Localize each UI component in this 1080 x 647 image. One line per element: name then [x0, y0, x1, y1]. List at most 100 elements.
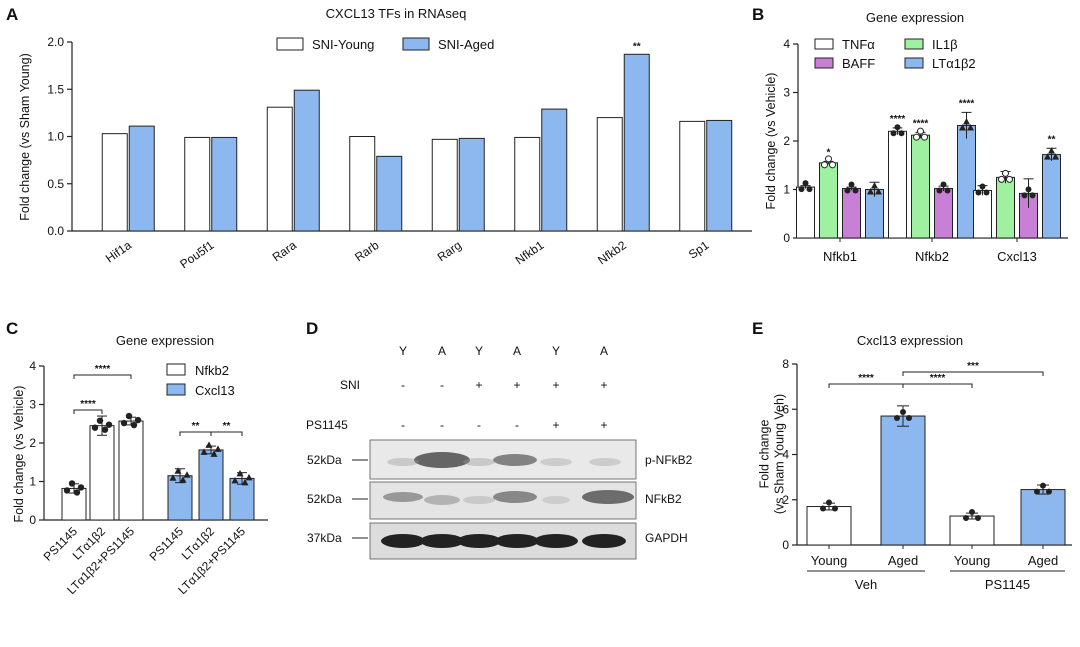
- chart-c-point: [179, 476, 187, 483]
- chart-b-point: [890, 130, 897, 137]
- chart-c-y-tick-label: 1: [29, 475, 36, 489]
- chart-c-point: [183, 471, 191, 478]
- chart-a-y-tick-label: 0.5: [47, 177, 64, 191]
- chart-b-point: [936, 187, 943, 194]
- lane-label: A: [438, 344, 446, 358]
- chart-c-point: [101, 426, 109, 433]
- bar-aged-3: [1020, 489, 1066, 546]
- chart-e-y-tick-label: 8: [782, 357, 789, 371]
- legend-label-tnf: TNFα: [842, 37, 875, 52]
- panel-label-e: E: [752, 319, 763, 338]
- bar-nfkb2-lt-1-2: [957, 124, 976, 239]
- chart-b-point: [1006, 175, 1013, 183]
- significance-bracket: [210, 431, 243, 436]
- chart-e-point: [832, 505, 838, 512]
- chart-b-point: [798, 186, 805, 193]
- chart-b-point: [844, 187, 851, 194]
- bar-pou5f1-sni-young: [184, 136, 211, 232]
- significance-label: ****: [95, 364, 111, 375]
- chart-e-point: [969, 509, 975, 516]
- chart-c-point: [130, 421, 138, 429]
- significance-label: *: [827, 147, 831, 158]
- chart-b-point: [875, 188, 882, 195]
- chart-b-point: [944, 187, 951, 194]
- chart-a-y-tick-label: 0.0: [47, 224, 64, 238]
- bar-nfkb2-ps1145: [61, 487, 87, 521]
- chart-c-ylabel: Fold change (vs Vehicle): [12, 386, 26, 523]
- legend-label-il1b: IL1β: [932, 37, 958, 52]
- chart-c-point: [205, 441, 213, 448]
- legend-swatch-sni-young: [276, 37, 304, 51]
- chart-b-legend: TNFα IL1β BAFF LTα1β2: [814, 37, 976, 71]
- bar-nfkb2-tnf: [888, 130, 907, 239]
- chart-e-point: [1046, 488, 1052, 495]
- western-blot: Y A Y A Y A SNI - - + + + + PS1145 - - - - + +52kDa p-NFkB2 5…: [306, 344, 693, 560]
- lane-label: A: [600, 344, 608, 358]
- legend-swatch-lta: [904, 57, 924, 69]
- x-tick-label-young: Young: [811, 553, 847, 568]
- x-tick-label-young: Young: [954, 553, 990, 568]
- chart-b-point: [998, 175, 1005, 183]
- chart-b-point: [979, 183, 986, 190]
- chart-b-y-tick-label: 3: [783, 86, 790, 100]
- significance-label: **: [1048, 134, 1056, 145]
- chart-b-y-tick-label: 0: [783, 231, 790, 245]
- condition-mark: -: [515, 418, 519, 432]
- panel-label-a: A: [6, 5, 18, 24]
- bar-cxcl13-lt-1-2: [1042, 154, 1061, 239]
- significance-bracket: [902, 371, 1044, 376]
- chart-c-point: [214, 445, 222, 452]
- bar-sp1-sni-aged: [706, 119, 733, 232]
- bar-rara-sni-young: [266, 106, 293, 232]
- chart-b-point: [975, 189, 982, 196]
- condition-mark: +: [513, 378, 520, 392]
- chart-c-point: [231, 476, 239, 484]
- blot-image-1: [369, 439, 637, 480]
- significance-bracket: [73, 409, 103, 414]
- bar-rarg-sni-young: [431, 138, 458, 232]
- chart-b-point: [852, 187, 859, 194]
- significance-label: **: [192, 421, 200, 432]
- condition-mark: +: [552, 418, 559, 432]
- legend-swatch-sni-aged: [402, 37, 430, 51]
- x-tick-label-cxcl13: Cxcl13: [997, 249, 1037, 264]
- legend-swatch-cxcl13: [166, 383, 186, 396]
- bar-sp1-sni-young: [679, 120, 706, 232]
- x-tick-label-pou5f1: Pou5f1: [177, 238, 216, 271]
- chart-e-point: [975, 515, 981, 522]
- significance-label: ***: [967, 361, 979, 372]
- bar-pou5f1-sni-aged: [211, 136, 238, 232]
- chart-c-point: [241, 478, 249, 486]
- significance-label: ****: [80, 399, 96, 410]
- chart-c-point: [77, 484, 85, 491]
- panel-label-c: C: [6, 319, 18, 338]
- chart-a-y-tick-label: 1.0: [47, 130, 64, 144]
- bar-nfkb1-il1: [819, 162, 838, 239]
- significance-label: ****: [959, 98, 975, 109]
- chart-c-point: [200, 448, 208, 455]
- mw-marker: 52kDa: [307, 492, 342, 506]
- chart-c-y-tick-label: 0: [29, 513, 36, 527]
- chart-e-point: [900, 409, 906, 416]
- legend-swatch-nfkb2: [166, 363, 186, 376]
- chart-e-ylabel-line: (vs Sham Young Veh): [772, 394, 786, 514]
- chart-a-legend: SNI-Young SNI-Aged: [276, 37, 494, 52]
- chart-b-point: [940, 181, 947, 188]
- significance-label: ****: [930, 373, 946, 384]
- chart-b-point: [1048, 147, 1055, 154]
- chart-b-point: [1052, 153, 1059, 160]
- chart-c-point: [96, 417, 104, 424]
- chart-b-title: Gene expression: [866, 10, 964, 25]
- chart-b-point: [967, 123, 974, 131]
- legend-label-nfkb2: Nfkb2: [195, 363, 229, 378]
- chart-b-point: [1021, 192, 1028, 199]
- chart-a-y-tick-label: 1.5: [47, 82, 64, 96]
- x-tick-label-rara: Rara: [270, 238, 300, 265]
- x-tick-label-aged: Aged: [1028, 553, 1058, 568]
- chart-c-point: [63, 487, 71, 494]
- condition-mark: +: [600, 378, 607, 392]
- x-tick-label-rarb: Rarb: [352, 238, 382, 265]
- chart-e-y-tick-label: 2: [782, 493, 789, 507]
- chart-c-point: [105, 421, 113, 428]
